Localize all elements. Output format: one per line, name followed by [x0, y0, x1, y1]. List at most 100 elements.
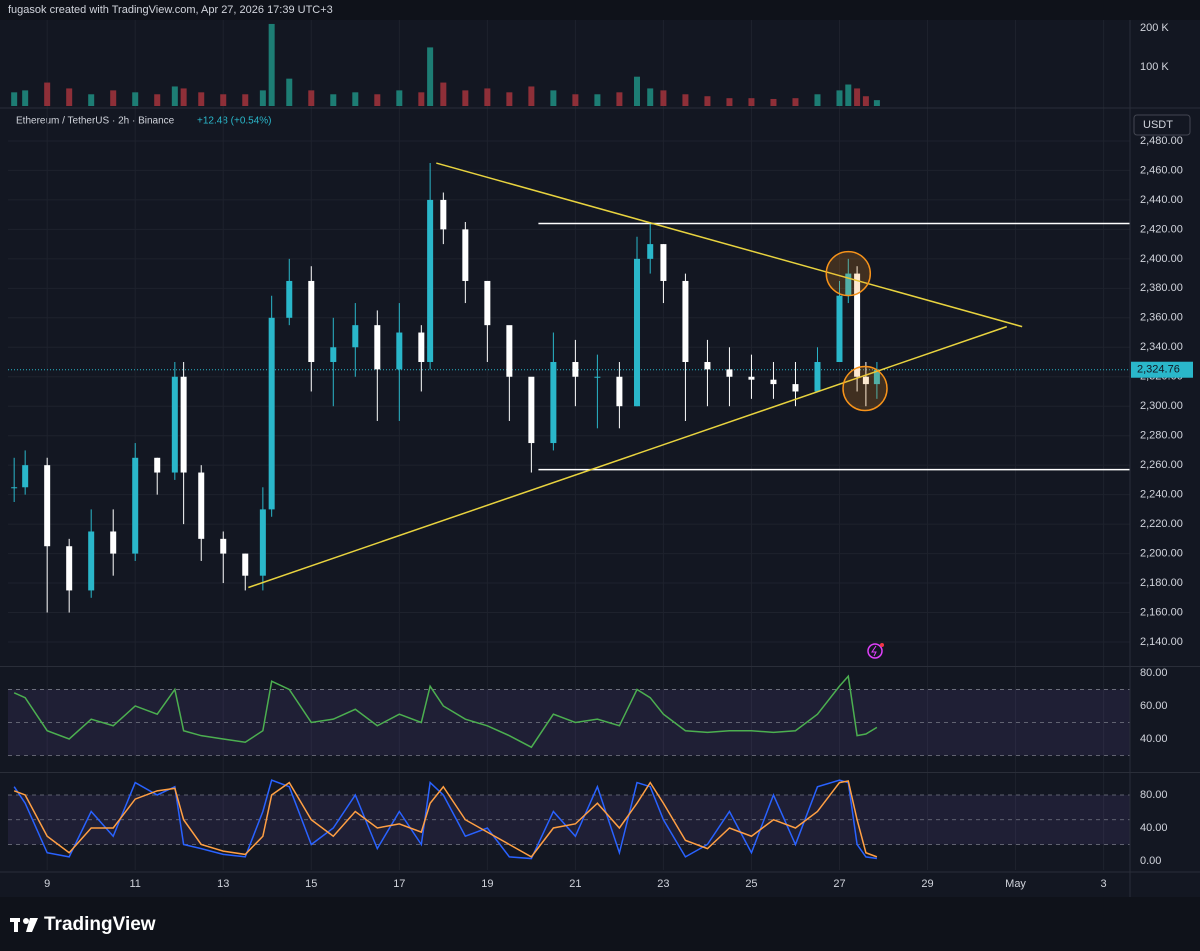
volume-bar — [132, 92, 139, 106]
volume-bar — [259, 90, 266, 106]
candle-body — [528, 376, 535, 444]
volume-bar — [180, 88, 187, 106]
currency[interactable]: USDT — [1143, 119, 1173, 131]
x-tick-label: 17 — [393, 878, 405, 890]
candle-body — [572, 362, 579, 377]
volume-bar — [814, 94, 821, 106]
x-tick-label: 19 — [481, 878, 493, 890]
volume-bar — [862, 96, 869, 106]
alert-icon[interactable] — [867, 643, 884, 659]
volume-bar — [308, 90, 315, 106]
candle-body — [132, 457, 139, 554]
candle-body — [682, 280, 689, 363]
volume-bar — [88, 94, 95, 106]
top-bar — [0, 0, 1200, 20]
volume-bar — [770, 98, 777, 106]
highlight-circle — [842, 365, 888, 412]
candle-body — [862, 376, 869, 385]
footer-bar — [0, 897, 1200, 951]
volume-bar — [634, 76, 641, 106]
candle-body — [506, 325, 513, 377]
y-tick-label: 2,140.00 — [1140, 636, 1183, 648]
volume-bar — [242, 94, 249, 106]
x-tick-label: 29 — [921, 878, 933, 890]
x-tick-label: 13 — [217, 878, 229, 890]
logo — [10, 918, 38, 932]
candle-body — [66, 546, 73, 591]
trendline — [248, 325, 1007, 589]
volume-bar — [572, 94, 579, 106]
indicator-line — [13, 674, 878, 749]
volume-bar — [286, 78, 293, 106]
y-tick-label: 2,420.00 — [1140, 223, 1183, 235]
x-tick-label: 9 — [44, 878, 50, 890]
candle-body — [330, 347, 337, 363]
candle-body — [550, 362, 557, 444]
y-tick-label: 80.00 — [1140, 667, 1168, 679]
symbol-legend: Ethereum / TetherUS · 2h · Binance — [16, 116, 175, 127]
candle-body — [88, 531, 95, 591]
y-tick-label: 2,280.00 — [1140, 430, 1183, 442]
candle-body — [110, 531, 117, 554]
volume-bar — [154, 94, 161, 106]
candle-body — [814, 362, 821, 392]
y-tick-label: 200 K — [1140, 22, 1169, 34]
y-tick-label: 60.00 — [1140, 700, 1168, 712]
volume-bar — [198, 92, 205, 106]
volume-bar — [396, 90, 403, 106]
candle-body — [286, 280, 293, 318]
y-tick-label: 2,260.00 — [1140, 459, 1183, 471]
brand: TradingView — [44, 914, 156, 935]
candle-body — [171, 376, 178, 473]
candle-body — [22, 465, 29, 488]
y-tick-label: 2,300.00 — [1140, 400, 1183, 412]
currency-box[interactable] — [1133, 114, 1191, 136]
y-tick-label: 0.00 — [1140, 855, 1161, 867]
volume-bar — [440, 82, 447, 106]
candle-body — [770, 379, 777, 385]
volume-bar — [682, 94, 689, 106]
volume-bar — [748, 98, 755, 106]
volume-bar — [704, 96, 711, 106]
y-tick-label: 2,220.00 — [1140, 518, 1183, 530]
candle-body — [268, 317, 275, 510]
volume-bar — [792, 98, 799, 106]
candle-body — [242, 553, 249, 576]
volume-bar — [110, 90, 117, 106]
volume-bar — [462, 90, 469, 106]
volume-bar — [594, 94, 601, 106]
y-tick-label: 2,200.00 — [1140, 547, 1183, 559]
attribution: fugasok created with TradingView.com, Ap… — [8, 4, 333, 16]
x-tick-label: May — [1005, 878, 1026, 890]
candle-body — [704, 362, 711, 370]
volume-bar — [550, 90, 557, 106]
volume-bar — [220, 94, 227, 106]
candle-body — [427, 199, 434, 363]
volume-bar — [854, 88, 861, 106]
x-tick-label: 11 — [129, 878, 140, 890]
y-tick-label: 2,360.00 — [1140, 312, 1183, 324]
candle-body — [462, 229, 469, 281]
last-price-label: 2,324.76 — [1137, 364, 1180, 376]
candle-body — [660, 244, 667, 281]
x-tick-label: 3 — [1101, 878, 1107, 890]
candle-body — [634, 258, 641, 407]
y-tick-label: 2,340.00 — [1140, 341, 1183, 353]
y-tick-label: 2,160.00 — [1140, 606, 1183, 618]
volume-bar — [427, 47, 434, 106]
candle-body — [44, 465, 51, 547]
candle-body — [308, 280, 315, 363]
volume-bar — [873, 100, 880, 106]
volume-bar — [374, 94, 381, 106]
y-tick-label: 2,180.00 — [1140, 577, 1183, 589]
candle-body — [647, 244, 654, 259]
volume-bar — [845, 84, 852, 106]
x-tick-label: 27 — [833, 878, 845, 890]
candle-body — [440, 199, 447, 230]
volume-bar — [506, 92, 513, 106]
y-tick-label: 2,460.00 — [1140, 164, 1183, 176]
volume-bar — [44, 82, 51, 106]
volume-bar — [528, 86, 535, 106]
